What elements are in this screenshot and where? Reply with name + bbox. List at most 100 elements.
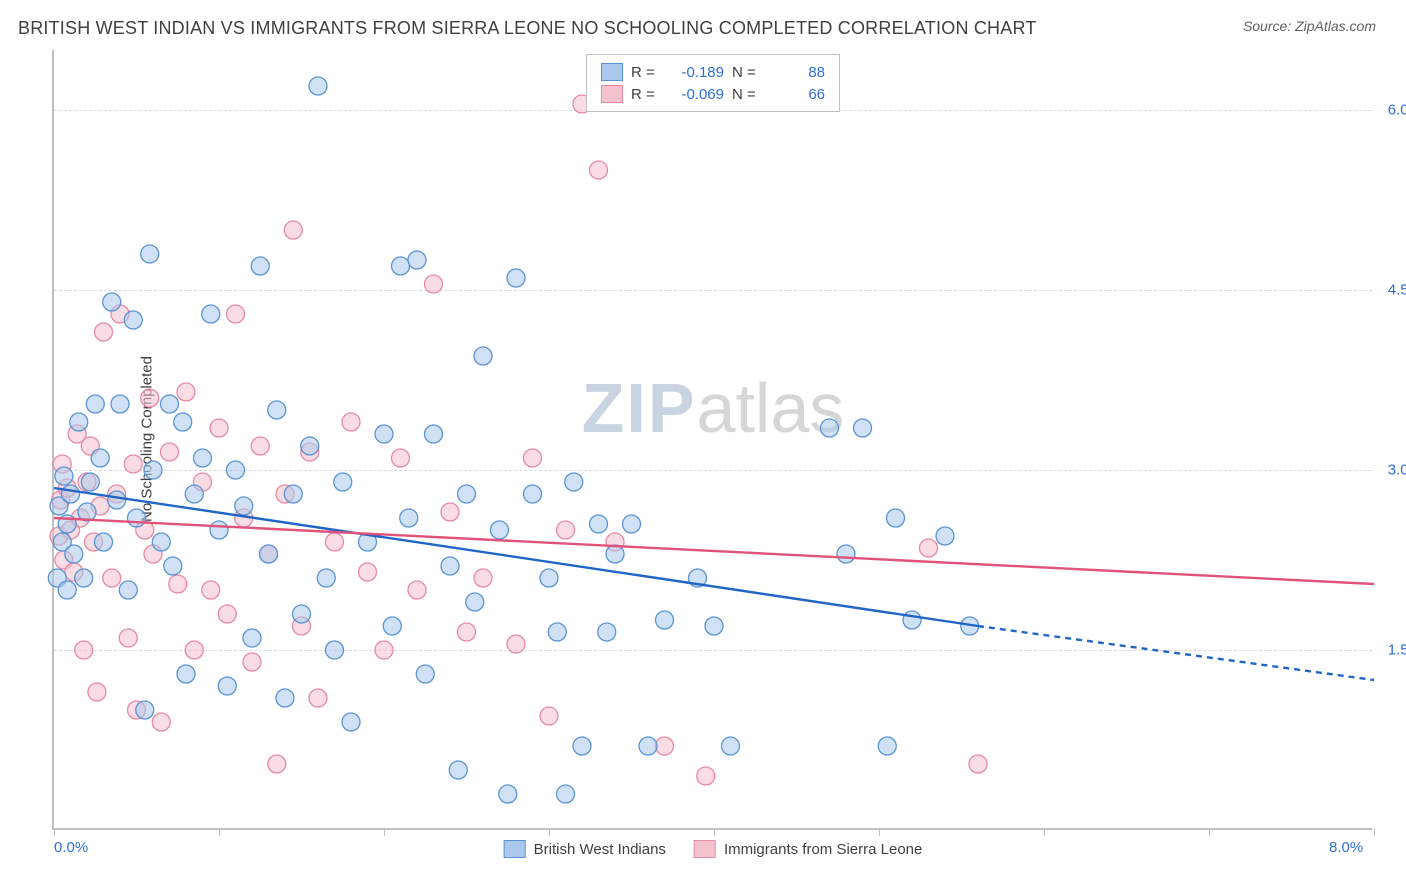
data-point xyxy=(65,545,83,563)
y-tick-label: 6.0% xyxy=(1388,102,1406,119)
data-point xyxy=(119,581,137,599)
data-point xyxy=(383,617,401,635)
data-point xyxy=(623,515,641,533)
data-point xyxy=(243,629,261,647)
data-point xyxy=(326,641,344,659)
data-point xyxy=(540,569,558,587)
data-point xyxy=(309,689,327,707)
legend-stat: R = xyxy=(631,86,661,103)
data-point xyxy=(392,449,410,467)
legend-series: British West IndiansImmigrants from Sier… xyxy=(504,840,923,858)
data-point xyxy=(88,683,106,701)
data-point xyxy=(705,617,723,635)
data-point xyxy=(458,623,476,641)
x-tick xyxy=(54,828,55,836)
data-point xyxy=(425,425,443,443)
data-point xyxy=(920,539,938,557)
data-point xyxy=(174,413,192,431)
legend-correlation-row: R =-0.189N =88 xyxy=(601,61,825,83)
plot-area: No Schooling Completed ZIPatlas 1.5%3.0%… xyxy=(52,50,1372,830)
data-point xyxy=(474,347,492,365)
data-point xyxy=(722,737,740,755)
data-point xyxy=(548,623,566,641)
data-point xyxy=(95,533,113,551)
data-point xyxy=(284,485,302,503)
x-tick-label: 8.0% xyxy=(1329,839,1363,856)
data-point xyxy=(251,437,269,455)
data-point xyxy=(161,443,179,461)
legend-stat: R = xyxy=(631,64,661,81)
data-point xyxy=(111,395,129,413)
legend-swatch xyxy=(601,63,623,81)
legend-correlation-row: R =-0.069N =66 xyxy=(601,83,825,105)
data-point xyxy=(210,419,228,437)
data-point xyxy=(837,545,855,563)
y-tick-label: 4.5% xyxy=(1388,282,1406,299)
data-point xyxy=(141,389,159,407)
data-point xyxy=(375,425,393,443)
data-point xyxy=(293,605,311,623)
data-point xyxy=(152,533,170,551)
data-point xyxy=(164,557,182,575)
data-point xyxy=(251,257,269,275)
data-point xyxy=(276,689,294,707)
data-point xyxy=(301,437,319,455)
data-point xyxy=(194,449,212,467)
data-point xyxy=(268,755,286,773)
legend-correlation: R =-0.189N =88R =-0.069N =66 xyxy=(586,54,840,112)
data-point xyxy=(458,485,476,503)
chart-header: BRITISH WEST INDIAN VS IMMIGRANTS FROM S… xyxy=(0,0,1406,47)
data-point xyxy=(342,413,360,431)
x-tick-label: 0.0% xyxy=(54,839,88,856)
data-point xyxy=(58,581,76,599)
chart-title: BRITISH WEST INDIAN VS IMMIGRANTS FROM S… xyxy=(18,18,1037,39)
data-point xyxy=(185,485,203,503)
data-point xyxy=(91,449,109,467)
data-point xyxy=(400,509,418,527)
data-point xyxy=(136,701,154,719)
chart-source: Source: ZipAtlas.com xyxy=(1243,18,1376,34)
data-point xyxy=(103,293,121,311)
legend-stat: 88 xyxy=(770,64,825,81)
data-point xyxy=(103,569,121,587)
data-point xyxy=(441,557,459,575)
data-point xyxy=(557,785,575,803)
data-point xyxy=(185,641,203,659)
data-point xyxy=(474,569,492,587)
legend-swatch xyxy=(601,85,623,103)
data-point xyxy=(169,575,187,593)
data-point xyxy=(210,521,228,539)
data-point xyxy=(507,635,525,653)
data-point xyxy=(70,413,88,431)
data-point xyxy=(524,485,542,503)
data-point xyxy=(124,311,142,329)
legend-stat: -0.189 xyxy=(669,64,724,81)
data-point xyxy=(81,473,99,491)
trend-line xyxy=(978,626,1374,680)
data-point xyxy=(177,665,195,683)
data-point xyxy=(656,737,674,755)
data-point xyxy=(218,605,236,623)
y-tick-label: 1.5% xyxy=(1388,642,1406,659)
data-point xyxy=(590,515,608,533)
data-point xyxy=(284,221,302,239)
data-point xyxy=(441,503,459,521)
x-tick xyxy=(1374,828,1375,836)
data-point xyxy=(243,653,261,671)
data-point xyxy=(95,323,113,341)
data-point xyxy=(309,77,327,95)
data-point xyxy=(75,641,93,659)
data-point xyxy=(177,383,195,401)
data-point xyxy=(854,419,872,437)
y-tick-label: 3.0% xyxy=(1388,462,1406,479)
data-point xyxy=(141,245,159,263)
data-point xyxy=(75,569,93,587)
data-point xyxy=(359,563,377,581)
data-point xyxy=(466,593,484,611)
legend-swatch xyxy=(694,840,716,858)
data-point xyxy=(161,395,179,413)
legend-stat: 66 xyxy=(770,86,825,103)
data-point xyxy=(449,761,467,779)
x-tick xyxy=(1209,828,1210,836)
data-point xyxy=(334,473,352,491)
